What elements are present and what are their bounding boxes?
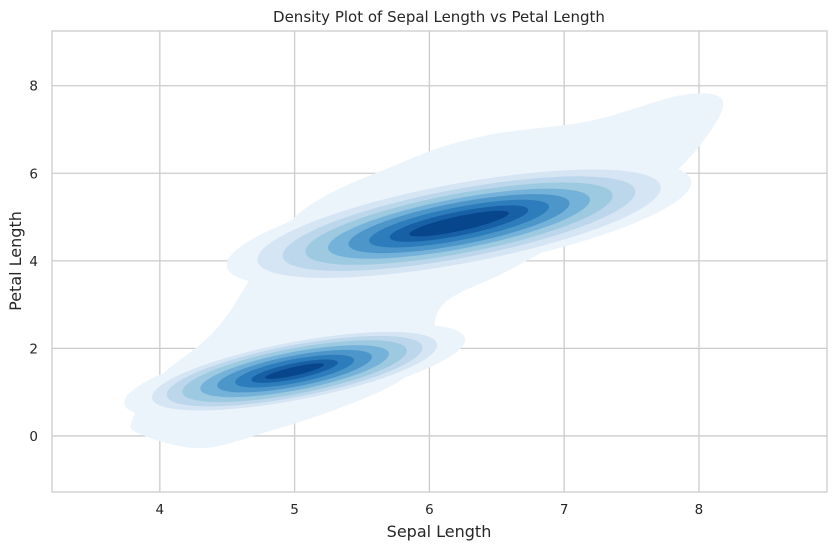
x-tick-label: 6 xyxy=(425,502,434,518)
x-tick-label: 4 xyxy=(156,502,165,518)
y-tick-label: 4 xyxy=(29,254,38,270)
y-tick-label: 0 xyxy=(29,429,38,445)
x-axis-label: Sepal Length xyxy=(387,522,492,541)
y-axis-label: Petal Length xyxy=(6,211,25,311)
x-tick-label: 5 xyxy=(290,502,299,518)
chart-title: Density Plot of Sepal Length vs Petal Le… xyxy=(273,8,605,26)
y-tick-label: 2 xyxy=(29,341,38,357)
y-axis-ticks: 0 2 4 6 8 xyxy=(29,79,38,445)
density-level-cluster2-9 xyxy=(409,210,509,237)
density-contours xyxy=(124,93,724,449)
x-axis-ticks: 4 5 6 7 8 xyxy=(156,502,704,518)
plot-frame xyxy=(51,30,828,493)
x-tick-label: 8 xyxy=(695,502,704,518)
y-tick-label: 6 xyxy=(29,166,38,182)
y-tick-label: 8 xyxy=(29,79,38,95)
x-tick-label: 7 xyxy=(560,502,569,518)
density-level-cluster1-9 xyxy=(265,363,324,379)
